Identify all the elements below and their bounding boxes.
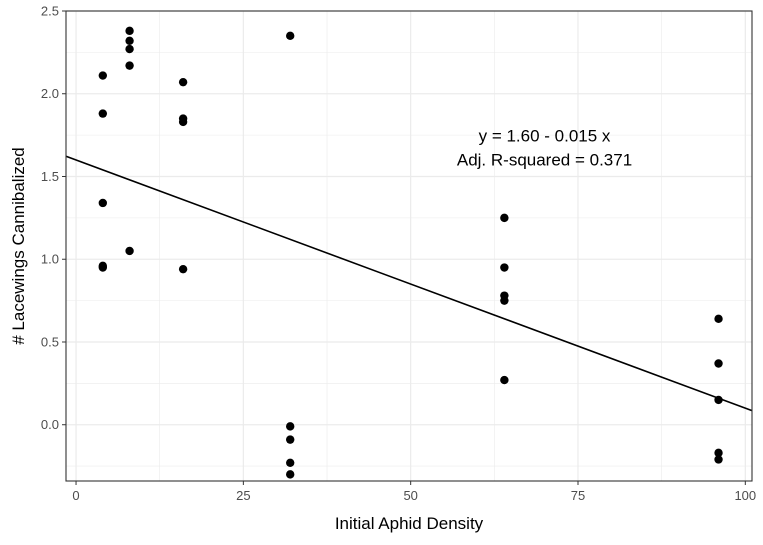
- data-point: [125, 44, 134, 54]
- data-point: [714, 395, 723, 405]
- data-point: [286, 31, 295, 41]
- data-point: [125, 246, 134, 256]
- data-point: [714, 359, 723, 368]
- data-point: [178, 117, 188, 127]
- y-tick-label: 1.0: [41, 252, 59, 267]
- data-point: [500, 375, 509, 385]
- panel-border: [65, 10, 753, 482]
- y-tick-label: 0.0: [41, 417, 59, 432]
- x-tick-label: 75: [571, 488, 585, 503]
- y-tick-label: 2.0: [41, 86, 59, 101]
- x-axis-title: Initial Aphid Density: [335, 514, 484, 533]
- data-point: [98, 71, 108, 80]
- data-point: [178, 264, 188, 274]
- data-point: [500, 296, 509, 305]
- data-point: [125, 36, 134, 45]
- data-point: [286, 470, 295, 479]
- minor-gridlines: [66, 11, 752, 481]
- data-point: [125, 26, 134, 36]
- data-point: [178, 77, 188, 87]
- data-point: [714, 448, 723, 458]
- data-point: [98, 109, 108, 118]
- x-tick-label: 25: [236, 488, 250, 503]
- data-point: [714, 314, 723, 324]
- data-point: [500, 213, 509, 223]
- x-tick-label: 0: [72, 488, 79, 503]
- regression-line: [65, 155, 753, 412]
- x-tick-label: 100: [734, 488, 756, 503]
- x-axis-ticks: 0 25 50 75 100: [72, 481, 756, 503]
- data-point: [286, 422, 295, 431]
- data-point: [125, 61, 134, 70]
- data-point: [500, 263, 509, 272]
- data-points: [98, 26, 723, 479]
- y-tick-label: 0.5: [41, 334, 59, 349]
- y-tick-label: 2.5: [41, 4, 59, 19]
- equation-annotation: y = 1.60 - 0.015 x: [479, 126, 611, 145]
- y-tick-label: 1.5: [41, 169, 59, 184]
- x-tick-label: 50: [403, 488, 417, 503]
- data-point: [714, 455, 723, 464]
- data-point: [286, 458, 295, 467]
- data-point: [286, 435, 295, 444]
- r-squared-annotation: Adj. R-squared = 0.371: [457, 150, 632, 169]
- data-point: [98, 263, 108, 272]
- y-axis-title: # Lacewings Cannibalized: [9, 147, 28, 345]
- y-axis-ticks: 0.0 0.5 1.0 1.5 2.0 2.5: [41, 4, 66, 432]
- data-point: [98, 198, 108, 208]
